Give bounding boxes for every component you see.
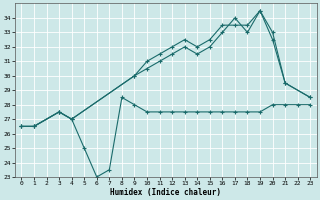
X-axis label: Humidex (Indice chaleur): Humidex (Indice chaleur) — [110, 188, 221, 197]
